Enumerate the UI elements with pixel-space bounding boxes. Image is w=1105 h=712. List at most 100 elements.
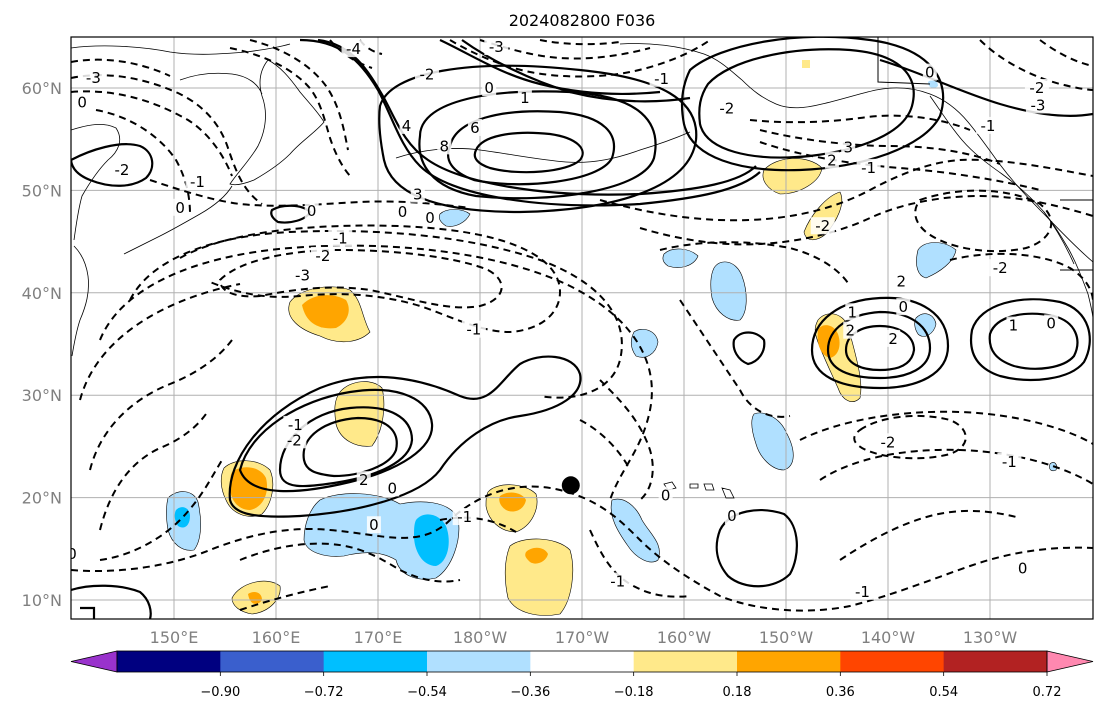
contour-label-background [922, 63, 937, 81]
contour-label-background [1024, 79, 1049, 96]
lat-tick-label: 50°N [22, 181, 62, 200]
contour-line [949, 252, 1093, 301]
contour-label: 4 [402, 117, 412, 135]
contour-line [239, 542, 461, 583]
positive-anomaly-region [334, 381, 385, 447]
contour-line [914, 189, 1053, 253]
contour-label: 0 [77, 93, 87, 111]
lon-tick-label: 130°W [963, 628, 1018, 647]
colorbar-extend-low [70, 650, 118, 673]
positive-anomaly-region [302, 295, 349, 329]
contour-label-background [649, 69, 674, 87]
contour-line [129, 230, 623, 399]
colorbar: −0.90 −0.72 −0.54 −0.36 −0.18 0.18 0.36 0.54 0.7… [70, 650, 1094, 700]
contour-line [99, 413, 207, 531]
contour-line [461, 39, 691, 103]
contour-label-background [366, 516, 381, 534]
colorbar-segment [633, 651, 738, 672]
contour-label-background [356, 471, 371, 489]
contour-line [95, 109, 191, 215]
contour-line [249, 39, 349, 151]
colorbar-outline [116, 650, 1048, 673]
contour-label-background [310, 246, 335, 264]
contour-label: -2 [815, 217, 830, 235]
negative-anomaly-region [662, 248, 699, 268]
contour-label: 1 [1009, 317, 1019, 335]
coastline-alaska [619, 43, 1093, 263]
coastline-hawaii [663, 481, 735, 499]
contour-label-background [410, 185, 425, 203]
location-marker [561, 476, 580, 495]
contour-label-background [71, 544, 79, 562]
coastline-siberia [71, 43, 291, 241]
contour-label: -2 [1029, 79, 1044, 97]
contour-label-background [886, 329, 901, 347]
contour-line [71, 74, 263, 205]
negative-contours [71, 39, 1093, 612]
contour-label-background [1006, 316, 1021, 334]
contour-label: 3 [413, 185, 423, 203]
colorbar-segment [220, 651, 325, 672]
contour-label-background [328, 229, 353, 247]
contour-label-background [395, 202, 410, 220]
colorbar-segment [530, 651, 635, 672]
contour-label-background [173, 198, 188, 216]
contour-label-background [385, 479, 400, 497]
lat-tick-label: 60°N [22, 79, 62, 98]
contour-line [71, 58, 171, 77]
colorbar-tick-label: −0.90 [200, 685, 240, 700]
contour-label-background [517, 89, 532, 107]
contour-label: -2 [719, 99, 734, 117]
contour-line [179, 224, 562, 334]
contour-label: 8 [440, 137, 450, 155]
contour-label-background [461, 320, 486, 338]
colorbar-tick-label: −0.36 [510, 685, 550, 700]
map-border [70, 36, 1094, 620]
colorbar-extend-high [1046, 650, 1094, 673]
contour-label-background [35, 461, 59, 478]
positive-anomaly-shading [220, 60, 862, 616]
contour-label-background [484, 38, 509, 56]
contour-label: -3 [489, 38, 504, 56]
contour-label: -1 [861, 159, 876, 177]
contour-label: -1 [654, 70, 669, 88]
contour-line [819, 448, 1093, 485]
contour-label-background [75, 93, 90, 111]
contour-label: -1 [457, 508, 472, 526]
contour-label-background [843, 321, 858, 339]
contour-label: 0 [727, 507, 737, 525]
contour-line [80, 606, 96, 619]
colorbar-segment [840, 651, 945, 672]
contour-label-background [894, 272, 909, 290]
contour-line [71, 485, 1093, 612]
contour-line [698, 48, 915, 159]
contour-label-background [841, 138, 856, 156]
contour-label-background [414, 65, 439, 83]
contour-line [229, 47, 353, 179]
contour-label: -1 [466, 321, 481, 339]
contour-label: 2 [359, 471, 369, 489]
contour-line [99, 244, 653, 501]
contour-line [810, 296, 950, 390]
contour-line [439, 516, 517, 533]
contour-line [1039, 39, 1093, 67]
contour-label: 2 [845, 322, 855, 340]
contour-label-background [896, 298, 911, 316]
contour-line [218, 248, 503, 309]
coastline-kamchatka [229, 59, 325, 186]
contour-label-background [283, 415, 308, 433]
contour-label-background [1025, 96, 1050, 114]
contour-label-background [452, 508, 477, 526]
contour-label: 0 [425, 209, 435, 227]
positive-anomaly-region [230, 467, 268, 510]
positive-anomaly-region [504, 538, 574, 616]
contour-line [679, 299, 791, 418]
colorbar-tick-label: 0.18 [723, 685, 752, 700]
map-title: 2024082800 F036 [509, 11, 656, 30]
contour-label-background [304, 201, 319, 219]
contour-line [449, 39, 711, 78]
contour-label: -2 [881, 433, 896, 451]
contour-label-background [605, 572, 630, 590]
contour-label-background [341, 40, 366, 58]
